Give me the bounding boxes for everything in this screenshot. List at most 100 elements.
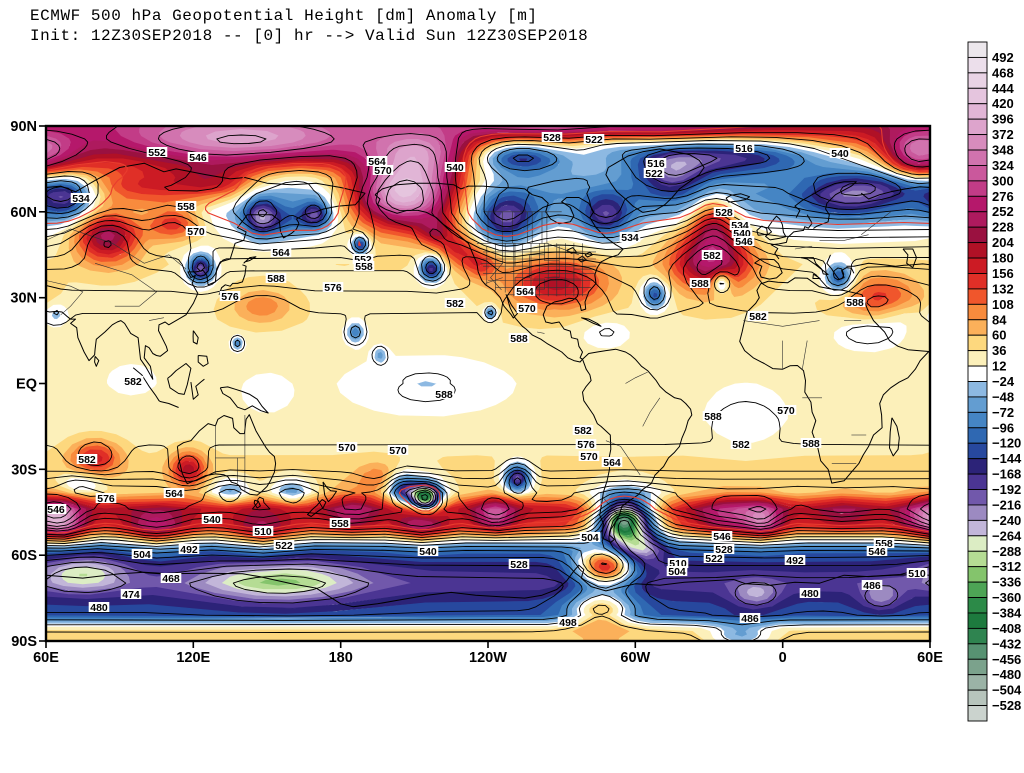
svg-text:252: 252 xyxy=(992,204,1014,219)
svg-text:540: 540 xyxy=(446,162,464,174)
svg-text:−48: −48 xyxy=(992,389,1014,404)
svg-text:582: 582 xyxy=(574,425,592,437)
svg-text:516: 516 xyxy=(647,158,665,170)
svg-text:570: 570 xyxy=(338,442,356,454)
svg-text:528: 528 xyxy=(510,559,528,571)
svg-text:132: 132 xyxy=(992,281,1014,296)
svg-text:546: 546 xyxy=(713,531,731,543)
svg-text:ECMWF 500 hPa Geopotential Hei: ECMWF 500 hPa Geopotential Height [dm] A… xyxy=(30,7,538,25)
svg-text:486: 486 xyxy=(863,580,881,592)
svg-text:−240: −240 xyxy=(992,513,1021,528)
svg-text:228: 228 xyxy=(992,220,1014,235)
svg-text:120W: 120W xyxy=(469,650,507,666)
svg-text:−144: −144 xyxy=(992,451,1022,466)
svg-text:546: 546 xyxy=(189,152,207,164)
svg-text:564: 564 xyxy=(165,488,183,500)
svg-text:468: 468 xyxy=(162,573,180,585)
svg-text:486: 486 xyxy=(741,613,759,625)
svg-text:60E: 60E xyxy=(917,650,943,666)
svg-text:588: 588 xyxy=(704,411,722,423)
svg-text:582: 582 xyxy=(732,439,750,451)
svg-text:480: 480 xyxy=(90,602,108,614)
svg-text:−504: −504 xyxy=(992,683,1022,698)
svg-text:564: 564 xyxy=(603,457,621,469)
svg-text:−24: −24 xyxy=(992,374,1015,389)
svg-text:576: 576 xyxy=(97,493,115,505)
svg-text:546: 546 xyxy=(735,236,753,248)
svg-text:0: 0 xyxy=(779,650,787,666)
svg-text:504: 504 xyxy=(668,566,686,578)
svg-text:474: 474 xyxy=(122,589,140,601)
svg-text:30S: 30S xyxy=(11,462,37,478)
svg-text:300: 300 xyxy=(992,173,1014,188)
svg-text:588: 588 xyxy=(435,389,453,401)
svg-text:−528: −528 xyxy=(992,698,1021,713)
svg-text:534: 534 xyxy=(72,193,90,205)
svg-text:498: 498 xyxy=(559,617,577,629)
svg-text:−336: −336 xyxy=(992,575,1021,590)
svg-text:−96: −96 xyxy=(992,420,1014,435)
svg-text:546: 546 xyxy=(47,504,65,516)
svg-text:588: 588 xyxy=(846,297,864,309)
svg-text:−384: −384 xyxy=(992,606,1022,621)
svg-text:−264: −264 xyxy=(992,528,1022,543)
svg-text:−456: −456 xyxy=(992,652,1021,667)
svg-text:540: 540 xyxy=(203,514,221,526)
svg-text:90S: 90S xyxy=(11,634,37,650)
svg-text:−360: −360 xyxy=(992,590,1021,605)
svg-text:510: 510 xyxy=(908,568,926,580)
svg-text:570: 570 xyxy=(374,165,392,177)
svg-text:588: 588 xyxy=(802,438,820,450)
svg-text:582: 582 xyxy=(446,298,464,310)
svg-text:558: 558 xyxy=(331,518,349,530)
svg-text:534: 534 xyxy=(621,232,639,244)
svg-text:84: 84 xyxy=(992,312,1007,327)
svg-text:582: 582 xyxy=(78,454,96,466)
svg-text:558: 558 xyxy=(177,201,195,213)
svg-text:588: 588 xyxy=(267,273,285,285)
svg-text:420: 420 xyxy=(992,96,1014,111)
svg-text:324: 324 xyxy=(992,158,1014,173)
svg-text:156: 156 xyxy=(992,266,1014,281)
svg-text:504: 504 xyxy=(581,532,599,544)
svg-text:Init: 12Z30SEP2018 -- [0] hr -: Init: 12Z30SEP2018 -- [0] hr --> Valid S… xyxy=(30,27,588,45)
svg-text:570: 570 xyxy=(518,303,536,315)
svg-text:492: 492 xyxy=(786,555,804,567)
svg-text:30N: 30N xyxy=(10,291,37,307)
svg-text:−312: −312 xyxy=(992,559,1021,574)
svg-text:−288: −288 xyxy=(992,544,1021,559)
svg-text:180: 180 xyxy=(992,251,1014,266)
svg-text:576: 576 xyxy=(577,439,595,451)
svg-text:348: 348 xyxy=(992,143,1014,158)
svg-text:552: 552 xyxy=(148,147,166,159)
svg-text:564: 564 xyxy=(272,247,290,259)
svg-text:558: 558 xyxy=(355,261,373,273)
svg-text:−192: −192 xyxy=(992,482,1021,497)
svg-text:108: 108 xyxy=(992,297,1014,312)
svg-text:444: 444 xyxy=(992,81,1014,96)
svg-text:576: 576 xyxy=(221,291,239,303)
svg-text:588: 588 xyxy=(691,278,709,290)
svg-text:60E: 60E xyxy=(33,650,59,666)
svg-text:570: 570 xyxy=(777,405,795,417)
svg-text:90N: 90N xyxy=(10,119,37,135)
svg-text:−408: −408 xyxy=(992,621,1021,636)
svg-text:522: 522 xyxy=(645,168,663,180)
svg-text:60W: 60W xyxy=(620,650,650,666)
svg-text:528: 528 xyxy=(715,207,733,219)
svg-text:516: 516 xyxy=(735,143,753,155)
svg-text:−168: −168 xyxy=(992,467,1021,482)
svg-text:522: 522 xyxy=(585,134,603,146)
svg-text:36: 36 xyxy=(992,343,1006,358)
svg-text:60: 60 xyxy=(992,328,1006,343)
svg-text:528: 528 xyxy=(543,132,561,144)
svg-text:582: 582 xyxy=(124,376,142,388)
svg-text:570: 570 xyxy=(580,451,598,463)
svg-text:492: 492 xyxy=(992,50,1014,65)
svg-text:570: 570 xyxy=(187,226,205,238)
svg-text:510: 510 xyxy=(254,526,272,538)
svg-text:EQ: EQ xyxy=(16,377,37,393)
svg-text:120E: 120E xyxy=(176,650,210,666)
svg-text:480: 480 xyxy=(801,588,819,600)
svg-text:−72: −72 xyxy=(992,405,1014,420)
